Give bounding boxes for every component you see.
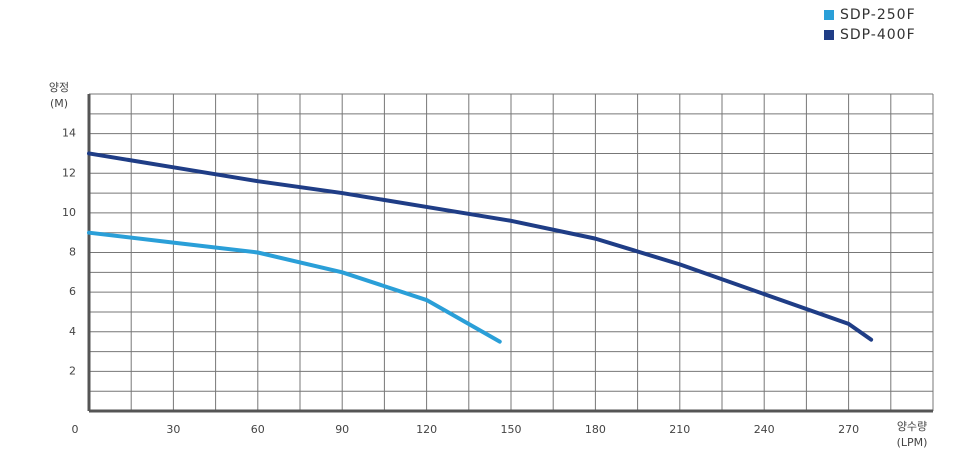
y-axis-label: (M)	[50, 97, 68, 110]
x-tick-label: 150	[501, 423, 522, 436]
legend-swatch	[824, 30, 834, 40]
x-tick-label: 180	[585, 423, 606, 436]
y-tick-label: 8	[69, 246, 76, 259]
y-tick-label: 2	[69, 364, 76, 377]
y-tick-label: 12	[62, 166, 76, 179]
legend-swatch	[824, 10, 834, 20]
x-tick-label: 0	[72, 423, 79, 436]
x-tick-label: 30	[166, 423, 180, 436]
y-axis-label: 양정	[49, 81, 69, 94]
series-line	[87, 230, 502, 344]
legend-label: SDP-250F	[840, 7, 916, 23]
x-tick-label: 120	[416, 423, 437, 436]
x-tick-label: 60	[251, 423, 265, 436]
x-tick-label: 270	[838, 423, 859, 436]
legend-label: SDP-400F	[840, 27, 916, 43]
y-tick-label: 4	[69, 325, 76, 338]
y-tick-label: 10	[62, 206, 76, 219]
x-axis-label: 양수량	[897, 420, 927, 433]
x-axis-label: (LPM)	[897, 436, 928, 449]
x-tick-label: 210	[669, 423, 690, 436]
y-tick-label: 14	[62, 127, 76, 140]
series-line	[87, 151, 874, 342]
y-tick-label: 6	[69, 285, 76, 298]
x-tick-label: 240	[754, 423, 775, 436]
x-tick-label: 90	[335, 423, 349, 436]
